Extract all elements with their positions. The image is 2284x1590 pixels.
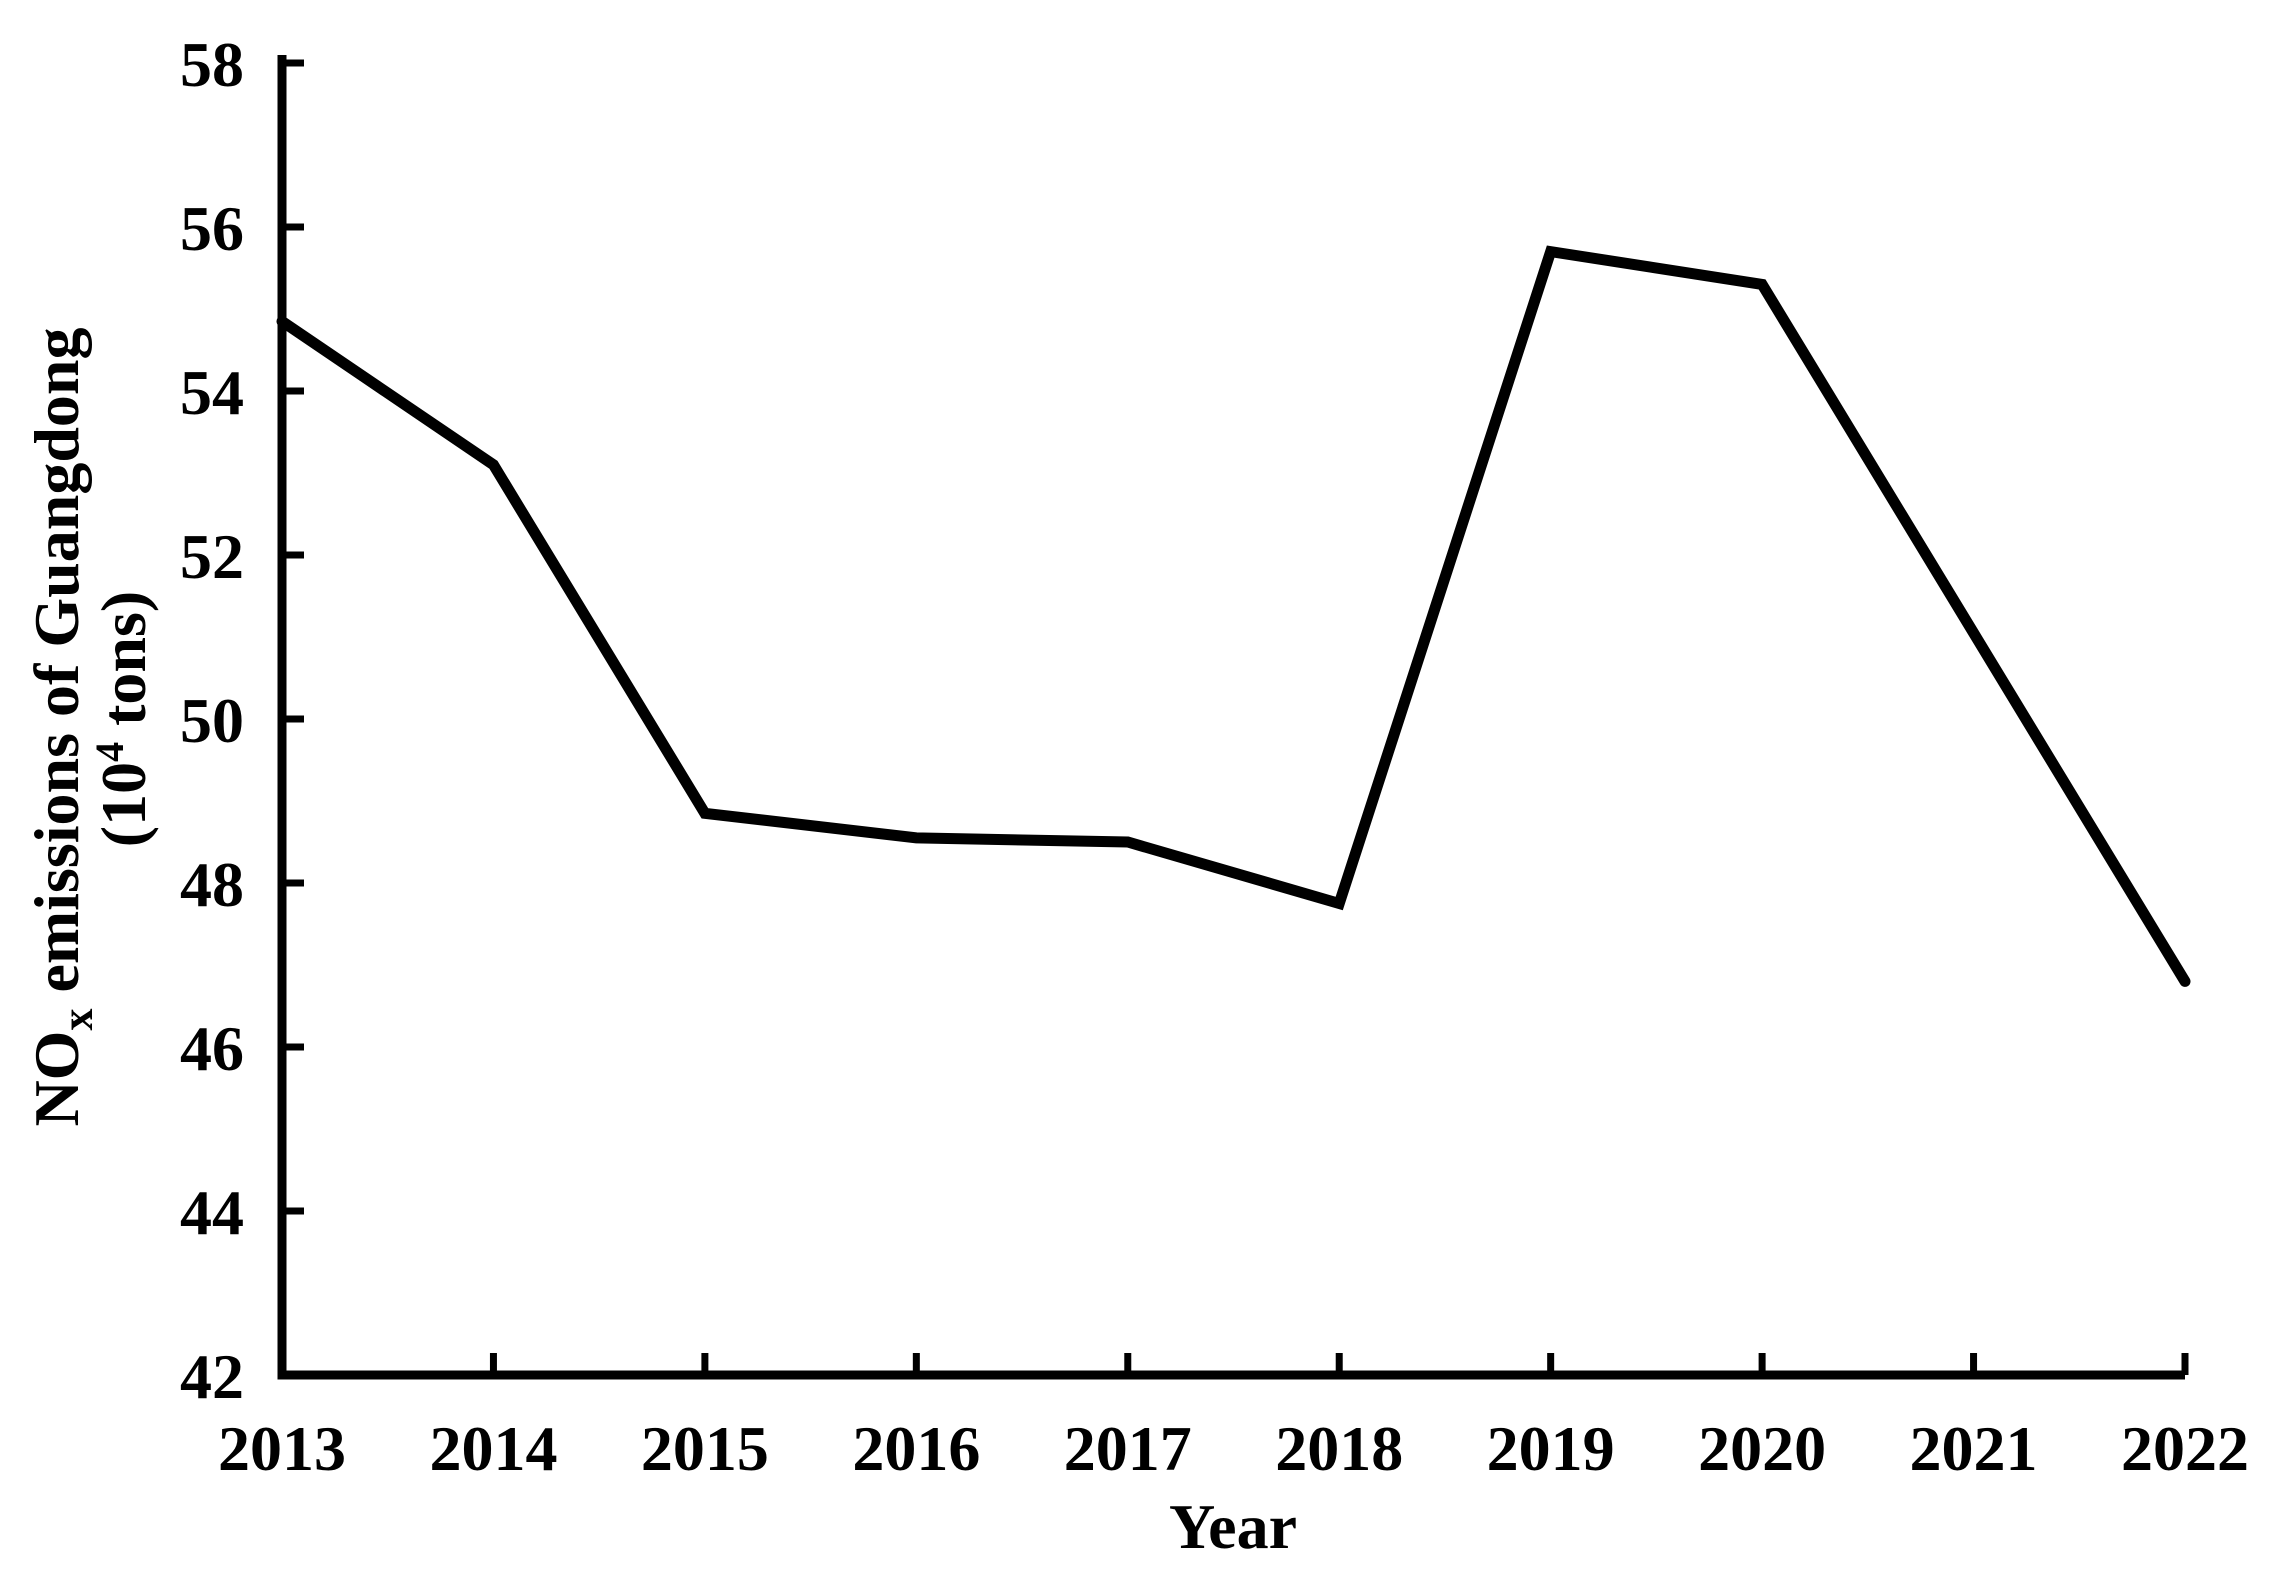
y-tick-label: 46 [180, 1013, 244, 1084]
subscript-x: x [53, 1009, 102, 1031]
x-tick-label: 2018 [1275, 1413, 1403, 1484]
x-tick-label: 2015 [641, 1413, 769, 1484]
x-tick-label: 2020 [1698, 1413, 1826, 1484]
x-tick-label: 2013 [218, 1413, 346, 1484]
y-axis-title-line1: NOx emissions of Guangdong [21, 327, 102, 1126]
y-tick-label: 44 [180, 1177, 244, 1248]
series-line-nox-emissions [276, 245, 2191, 987]
y-tick-label: 54 [180, 357, 244, 428]
x-tick-label: 2022 [2121, 1413, 2249, 1484]
x-tick-label: 2017 [1064, 1413, 1192, 1484]
y-axis-title: NOx emissions of Guangdong (104 tons) [21, 311, 159, 1126]
superscript-4: 4 [87, 742, 132, 762]
x-tick-label: 2019 [1487, 1413, 1615, 1484]
y-tick-label: 42 [180, 1341, 244, 1412]
y-tick-label: 52 [180, 521, 244, 592]
y-tick-label: 48 [180, 849, 244, 920]
x-tick-label: 2021 [1910, 1413, 2038, 1484]
y-axis-ticks [282, 59, 304, 1379]
y-axis-title-line2: (104 tons) [87, 591, 159, 847]
x-tick-label: 2014 [429, 1413, 557, 1484]
y-axis-tick-labels: 42 44 46 48 50 52 54 56 58 [180, 29, 244, 1412]
x-axis-tick-labels: 2013 2014 2015 2016 2017 2018 2019 2020 2021 2022 [218, 1413, 2249, 1484]
y-tick-label: 50 [180, 685, 244, 756]
x-tick-label: 2016 [852, 1413, 980, 1484]
y-tick-label: 56 [180, 193, 244, 264]
x-axis-ticks [278, 1353, 2189, 1375]
y-tick-label: 58 [180, 29, 244, 100]
x-axis-title: Year [1169, 1491, 1297, 1562]
